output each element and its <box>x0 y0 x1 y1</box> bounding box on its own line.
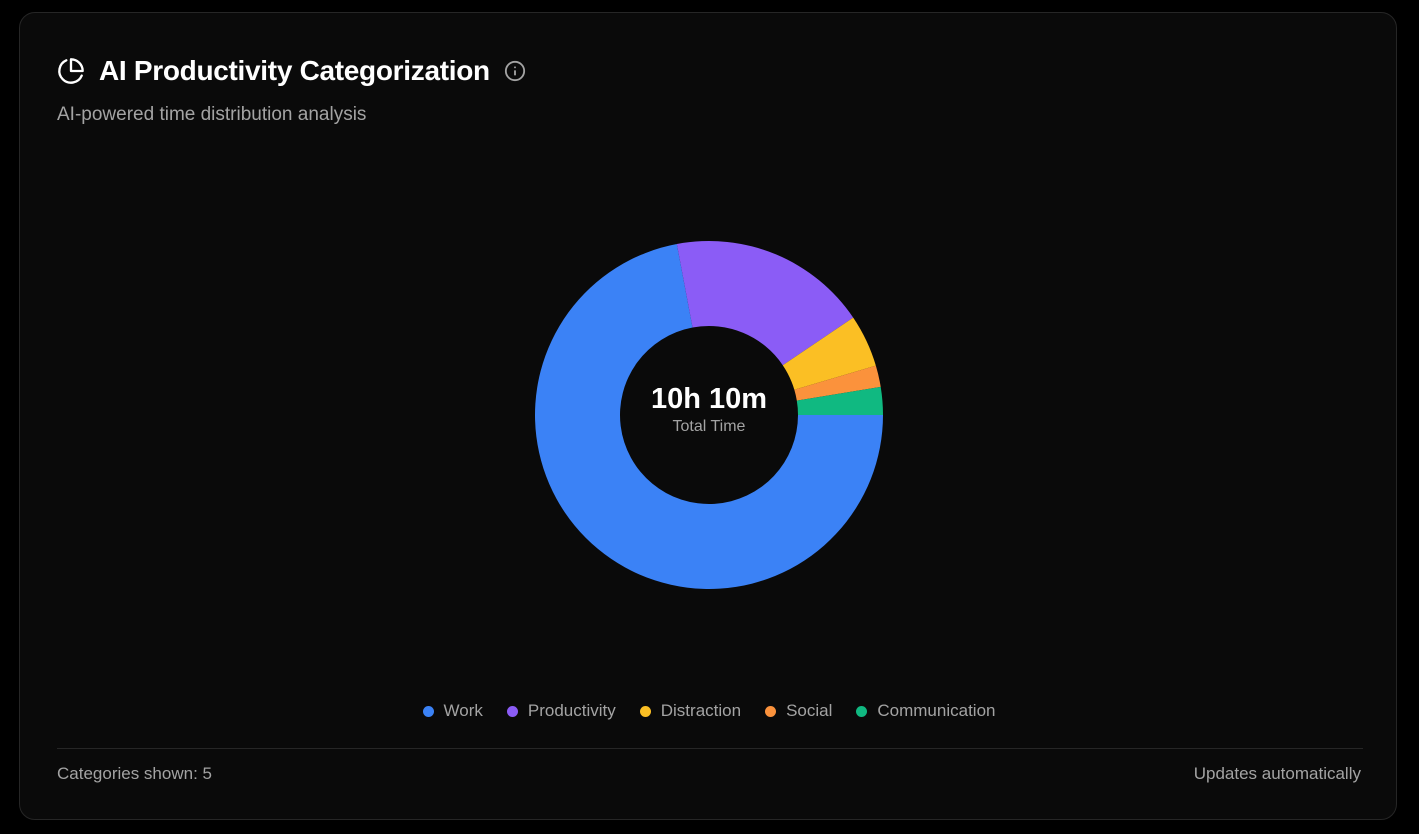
updates-status-text: Updates automatically <box>1193 764 1361 783</box>
footer-divider <box>57 748 1363 749</box>
donut-slice-social[interactable] <box>794 365 881 401</box>
donut-chart-area <box>20 13 1398 821</box>
donut-slice-distraction[interactable] <box>782 317 876 390</box>
info-icon[interactable] <box>504 60 526 82</box>
donut-center-label: 10h 10m Total Time <box>609 381 809 437</box>
legend-item-social[interactable]: Social <box>765 701 832 721</box>
legend-label: Social <box>786 701 833 720</box>
pie-chart-icon <box>57 57 85 85</box>
chart-legend: Work Productivity Distraction Social Communi… <box>20 701 1398 721</box>
card-title: AI Productivity Categorization <box>99 55 490 86</box>
legend-dot <box>856 705 868 717</box>
categories-shown-text: Categories shown: 5 <box>57 764 212 783</box>
donut-slice-productivity[interactable] <box>676 241 854 366</box>
total-time-caption: Total Time <box>672 418 746 435</box>
card-subtitle: AI-powered time distribution analysis <box>57 104 367 125</box>
legend-item-productivity[interactable]: Productivity <box>506 701 616 721</box>
legend-dot <box>506 705 518 717</box>
donut-slice-communication[interactable] <box>796 386 883 415</box>
chart-card: AI Productivity Categorization AI-powere… <box>19 12 1397 820</box>
legend-label: Productivity <box>527 701 616 720</box>
legend-item-communication[interactable]: Communication <box>856 701 995 721</box>
total-time-value: 10h 10m <box>650 383 768 415</box>
legend-item-work[interactable]: Work <box>422 701 483 721</box>
donut-chart <box>535 241 883 590</box>
donut-slice-work[interactable] <box>535 244 883 590</box>
legend-dot <box>422 705 434 717</box>
legend-label: Distraction <box>660 701 742 720</box>
legend-label: Work <box>443 701 483 720</box>
legend-dot <box>639 705 651 717</box>
legend-item-distraction[interactable]: Distraction <box>639 701 742 721</box>
card-header: AI Productivity Categorization <box>57 53 526 89</box>
legend-dot <box>765 705 777 717</box>
legend-label: Communication <box>877 701 996 720</box>
